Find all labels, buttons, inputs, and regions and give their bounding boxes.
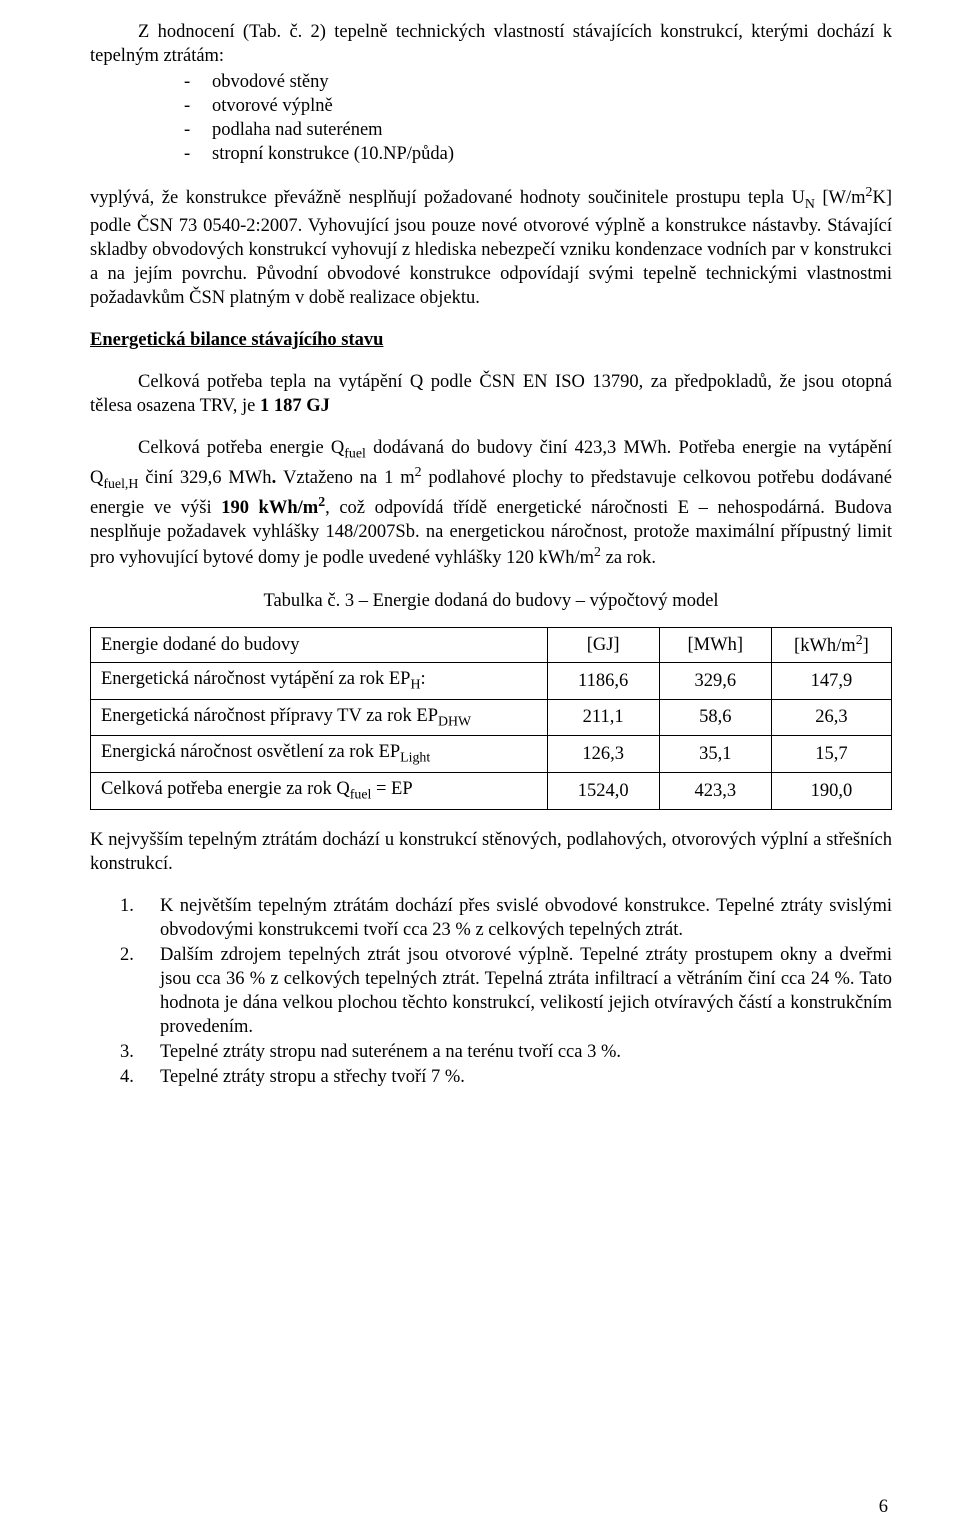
row-val-kwhm2: 190,0 [771,772,891,809]
item-text: Tepelné ztráty stropu nad suterénem a na… [160,1040,892,1064]
p3-text: Celková potřeba tepla na vytápění Q podl… [90,372,892,416]
intro-text: Z hodnocení (Tab. č. 2) tepelně technick… [90,20,892,68]
intro-paragraph: Z hodnocení (Tab. č. 2) tepelně technick… [90,20,892,166]
list-item: 3. Tepelné ztráty stropu nad suterénem a… [90,1040,892,1064]
row-label: Celková potřeba energie za rok Qfuel = E… [91,772,548,809]
item-number: 2. [90,943,160,1039]
row-label: Energetická náročnost vytápění za rok EP… [91,662,548,699]
item-number: 1. [90,894,160,942]
item-number: 3. [90,1040,160,1064]
p2-text: [W/m [815,188,866,208]
p4-text: Vztaženo na 1 m [283,468,415,488]
table-row: Energetická náročnost vytápění za rok EP… [91,662,892,699]
paragraph-3: Celková potřeba tepla na vytápění Q podl… [90,370,892,418]
bullet-text: obvodové stěny [212,70,329,94]
th-gj: [GJ] [547,627,659,662]
p4-sup: 2 [415,465,422,480]
row-val-kwhm2: 15,7 [771,736,891,773]
section-heading: Energetická bilance stávajícího stavu [90,328,892,352]
bullet-item: -stropní konstrukce (10.NP/půda) [184,142,892,166]
page-number: 6 [879,1495,888,1519]
table-caption: Tabulka č. 3 – Energie dodaná do budovy … [90,589,892,613]
paragraph-2: vyplývá, že konstrukce převážně nesplňuj… [90,184,892,310]
th-kwhm2: [kWh/m2] [771,627,891,662]
item-text: Tepelné ztráty stropu a střechy tvoří 7 … [160,1065,892,1089]
paragraph-5: K nejvyšším tepelným ztrátám dochází u k… [90,828,892,876]
energy-table: Energie dodané do budovy [GJ] [MWh] [kWh… [90,627,892,810]
row-val-gj: 211,1 [547,699,659,736]
row-val-gj: 1524,0 [547,772,659,809]
p4-sub: fuel [344,447,366,462]
p4-sup: 2 [594,545,601,560]
p4-bold: . [272,468,284,488]
row-val-kwhm2: 26,3 [771,699,891,736]
dash-icon: - [184,118,212,142]
item-text: K největším tepelným ztrátám dochází pře… [160,894,892,942]
list-item: 2. Dalším zdrojem tepelných ztrát jsou o… [90,943,892,1039]
bullet-text: podlaha nad suterénem [212,118,383,142]
table-row: Energická náročnost osvětlení za rok EPL… [91,736,892,773]
table-header-row: Energie dodané do budovy [GJ] [MWh] [kWh… [91,627,892,662]
bullet-text: otvorové výplně [212,94,333,118]
p4-sub: fuel,H [103,477,138,492]
bullet-list: -obvodové stěny -otvorové výplně -podlah… [184,70,892,166]
bullet-item: -obvodové stěny [184,70,892,94]
p4-text: činí 329,6 MWh [138,468,271,488]
p2-sub: N [805,197,815,212]
row-val-mwh: 58,6 [659,699,771,736]
list-item: 1. K největším tepelným ztrátám dochází … [90,894,892,942]
row-val-mwh: 329,6 [659,662,771,699]
row-val-mwh: 423,3 [659,772,771,809]
th-mwh: [MWh] [659,627,771,662]
row-val-kwhm2: 147,9 [771,662,891,699]
table-row: Celková potřeba energie za rok Qfuel = E… [91,772,892,809]
p2-text: vyplývá, že konstrukce převážně nesplňuj… [90,188,805,208]
dash-icon: - [184,142,212,166]
p3-bold: 1 187 GJ [260,396,330,416]
numbered-list: 1. K největším tepelným ztrátám dochází … [90,894,892,1089]
row-label: Energetická náročnost přípravy TV za rok… [91,699,548,736]
dash-icon: - [184,70,212,94]
item-number: 4. [90,1065,160,1089]
p4-text: za rok. [601,548,656,568]
bullet-item: -podlaha nad suterénem [184,118,892,142]
paragraph-4: Celková potřeba energie Qfuel dodávaná d… [90,436,892,570]
row-val-gj: 126,3 [547,736,659,773]
item-text: Dalším zdrojem tepelných ztrát jsou otvo… [160,943,892,1039]
bullet-item: -otvorové výplně [184,94,892,118]
row-val-gj: 1186,6 [547,662,659,699]
row-val-mwh: 35,1 [659,736,771,773]
th-label: Energie dodané do budovy [91,627,548,662]
list-item: 4. Tepelné ztráty stropu a střechy tvoří… [90,1065,892,1089]
p4-bold: 190 kWh/m2 [221,498,325,518]
row-label: Energická náročnost osvětlení za rok EPL… [91,736,548,773]
document-page: Z hodnocení (Tab. č. 2) tepelně technick… [0,0,960,1537]
table-row: Energetická náročnost přípravy TV za rok… [91,699,892,736]
dash-icon: - [184,94,212,118]
bullet-text: stropní konstrukce (10.NP/půda) [212,142,454,166]
p4-text: Celková potřeba energie Q [138,438,344,458]
